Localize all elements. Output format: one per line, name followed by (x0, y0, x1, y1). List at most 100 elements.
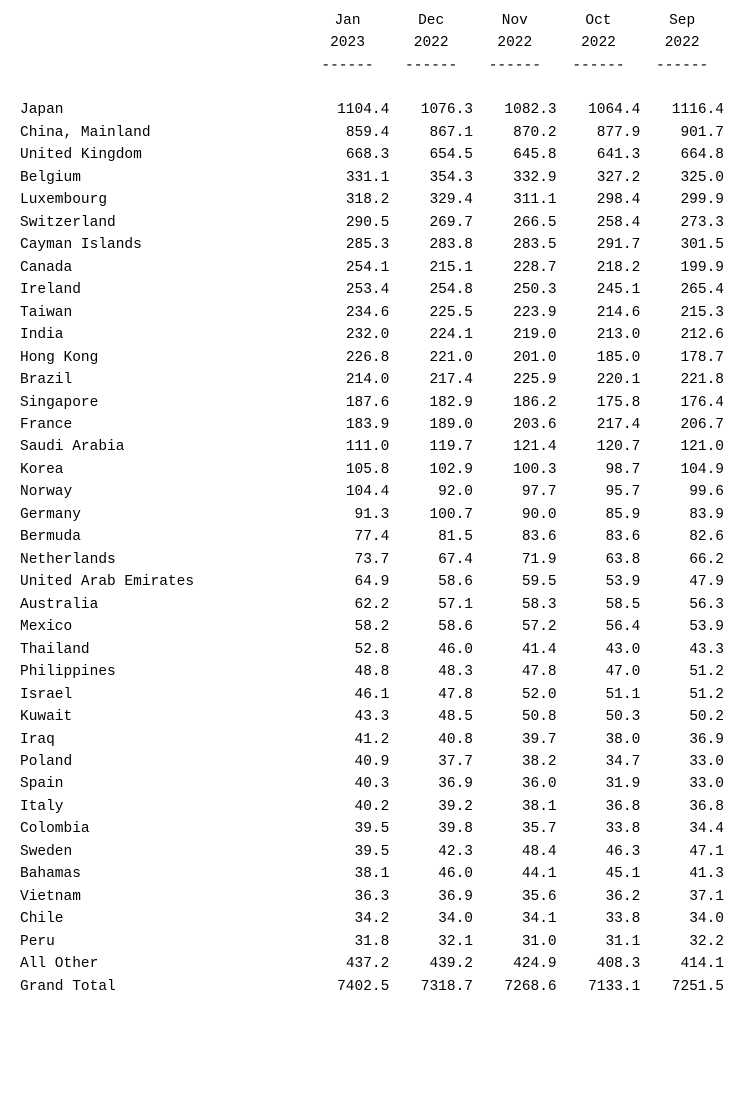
cell-value: 32.2 (640, 931, 724, 953)
col-month: Oct (557, 10, 641, 32)
cell-value: 332.9 (473, 167, 557, 189)
cell-value: 48.4 (473, 841, 557, 863)
row-label: Australia (20, 594, 306, 616)
cell-value: 354.3 (389, 167, 473, 189)
table-row: Hong Kong226.8221.0201.0185.0178.7 (20, 347, 724, 369)
cell-value: 121.0 (640, 436, 724, 458)
cell-value: 223.9 (473, 302, 557, 324)
row-label: United Kingdom (20, 144, 306, 166)
table-row: Bahamas38.146.044.145.141.3 (20, 863, 724, 885)
cell-value: 31.1 (557, 931, 641, 953)
cell-value: 258.4 (557, 212, 641, 234)
cell-value: 250.3 (473, 279, 557, 301)
col-year: 2022 (557, 32, 641, 54)
cell-value: 100.3 (473, 459, 557, 481)
cell-value: 299.9 (640, 189, 724, 211)
cell-value: 7251.5 (640, 976, 724, 998)
holdings-table: Jan Dec Nov Oct Sep 2023 2022 2022 2022 … (20, 10, 724, 998)
cell-value: 38.1 (473, 796, 557, 818)
table-row: Saudi Arabia111.0119.7121.4120.7121.0 (20, 436, 724, 458)
cell-value: 214.0 (306, 369, 390, 391)
row-label: Germany (20, 504, 306, 526)
cell-value: 901.7 (640, 122, 724, 144)
row-label: Norway (20, 481, 306, 503)
table-row: Korea105.8102.9100.398.7104.9 (20, 459, 724, 481)
row-label: Singapore (20, 392, 306, 414)
table-row: Netherlands73.767.471.963.866.2 (20, 549, 724, 571)
cell-value: 226.8 (306, 347, 390, 369)
table-row: Cayman Islands285.3283.8283.5291.7301.5 (20, 234, 724, 256)
cell-value: 56.3 (640, 594, 724, 616)
cell-value: 85.9 (557, 504, 641, 526)
cell-value: 215.3 (640, 302, 724, 324)
cell-value: 58.6 (389, 571, 473, 593)
table-header: Jan Dec Nov Oct Sep 2023 2022 2022 2022 … (20, 10, 724, 99)
table-row: India232.0224.1219.0213.0212.6 (20, 324, 724, 346)
cell-value: 7318.7 (389, 976, 473, 998)
cell-value: 185.0 (557, 347, 641, 369)
cell-value: 46.1 (306, 684, 390, 706)
cell-value: 34.1 (473, 908, 557, 930)
cell-value: 50.8 (473, 706, 557, 728)
cell-value: 253.4 (306, 279, 390, 301)
cell-value: 53.9 (640, 616, 724, 638)
cell-value: 408.3 (557, 953, 641, 975)
cell-value: 36.3 (306, 886, 390, 908)
row-label: Japan (20, 99, 306, 121)
cell-value: 63.8 (557, 549, 641, 571)
table-row: China, Mainland859.4867.1870.2877.9901.7 (20, 122, 724, 144)
cell-value: 105.8 (306, 459, 390, 481)
cell-value: 285.3 (306, 234, 390, 256)
cell-value: 51.2 (640, 684, 724, 706)
table-row: Canada254.1215.1228.7218.2199.9 (20, 257, 724, 279)
cell-value: 100.7 (389, 504, 473, 526)
row-label: Philippines (20, 661, 306, 683)
cell-value: 265.4 (640, 279, 724, 301)
cell-value: 56.4 (557, 616, 641, 638)
cell-value: 46.3 (557, 841, 641, 863)
cell-value: 298.4 (557, 189, 641, 211)
header-rule: ------ (473, 55, 557, 77)
cell-value: 47.9 (640, 571, 724, 593)
cell-value: 7268.6 (473, 976, 557, 998)
cell-value: 91.3 (306, 504, 390, 526)
cell-value: 654.5 (389, 144, 473, 166)
row-label: China, Mainland (20, 122, 306, 144)
cell-value: 82.6 (640, 526, 724, 548)
table-row: Japan1104.41076.31082.31064.41116.4 (20, 99, 724, 121)
cell-value: 203.6 (473, 414, 557, 436)
table-row: France183.9189.0203.6217.4206.7 (20, 414, 724, 436)
cell-value: 36.0 (473, 773, 557, 795)
cell-value: 36.9 (389, 773, 473, 795)
cell-value: 290.5 (306, 212, 390, 234)
cell-value: 121.4 (473, 436, 557, 458)
row-label: Hong Kong (20, 347, 306, 369)
cell-value: 224.1 (389, 324, 473, 346)
table-row: Israel46.147.852.051.151.2 (20, 684, 724, 706)
cell-value: 414.1 (640, 953, 724, 975)
col-month: Dec (389, 10, 473, 32)
cell-value: 283.5 (473, 234, 557, 256)
table-row: Sweden39.542.348.446.347.1 (20, 841, 724, 863)
row-label: Netherlands (20, 549, 306, 571)
cell-value: 48.3 (389, 661, 473, 683)
cell-value: 83.6 (557, 526, 641, 548)
cell-value: 245.1 (557, 279, 641, 301)
table-row: Singapore187.6182.9186.2175.8176.4 (20, 392, 724, 414)
cell-value: 97.7 (473, 481, 557, 503)
cell-value: 95.7 (557, 481, 641, 503)
table-row: Poland40.937.738.234.733.0 (20, 751, 724, 773)
cell-value: 219.0 (473, 324, 557, 346)
row-label: Chile (20, 908, 306, 930)
cell-value: 43.3 (640, 639, 724, 661)
cell-value: 34.7 (557, 751, 641, 773)
cell-value: 39.5 (306, 841, 390, 863)
cell-value: 283.8 (389, 234, 473, 256)
cell-value: 437.2 (306, 953, 390, 975)
cell-value: 92.0 (389, 481, 473, 503)
cell-value: 104.9 (640, 459, 724, 481)
cell-value: 31.0 (473, 931, 557, 953)
cell-value: 34.0 (640, 908, 724, 930)
cell-value: 641.3 (557, 144, 641, 166)
cell-value: 99.6 (640, 481, 724, 503)
